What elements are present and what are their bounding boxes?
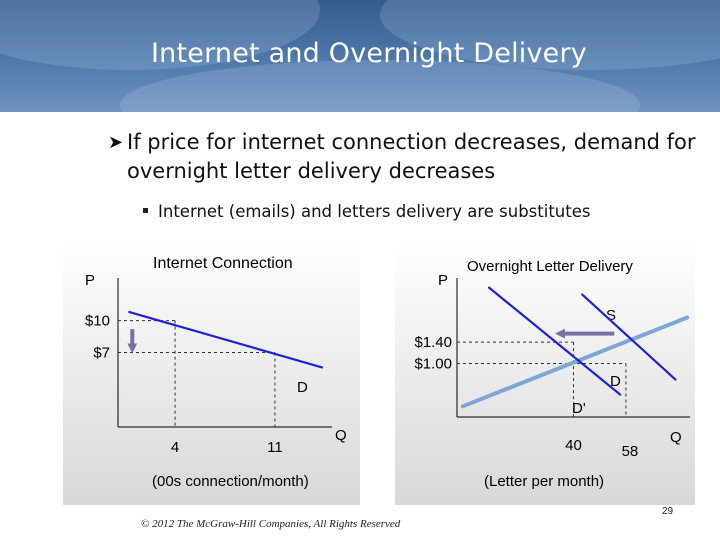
y-tick-label: $10 [85,313,110,330]
series-label: D [610,373,621,390]
series-line-d [581,293,677,381]
y-tick-label: $1.00 [414,356,452,373]
title-banner: Internet and Overnight Delivery [0,0,720,112]
series-label: S [606,307,616,324]
y-tick-label: $1.40 [414,334,452,351]
y-axis-label: P [438,272,448,289]
sub-bullet: Internet (emails) and letters delivery a… [143,202,590,221]
series-label: D' [572,400,586,417]
x-axis-name: Q [670,429,682,446]
series-line-d [128,310,324,369]
y-tick-label: $7 [93,345,110,362]
x-tick-label: 4 [171,439,179,456]
chart-panel-left [63,243,360,505]
main-bullet-text: If price for internet connection decreas… [127,130,696,183]
x-tick-label: 11 [267,439,283,456]
square-bullet-icon [143,208,148,213]
series-line-s [460,315,690,409]
chart-title: Overnight Letter Delivery [467,258,633,275]
x-axis-name: Q [335,427,347,444]
chart-overnight-letter: Overnight Letter Delivery P Q (Letter per m… [414,258,690,490]
y-axis-label: P [85,272,95,289]
x-tick-label: 40 [565,437,582,454]
series-label: D [297,379,308,396]
chart-internet-connection: Internet Connection P Q (00s connection/mon… [85,255,347,490]
series-line-dprime [487,286,622,396]
arrow-bullet-icon: ➤ [108,132,124,153]
sub-bullet-text: Internet (emails) and letters delivery a… [158,202,591,221]
x-tick-label: 58 [622,443,639,460]
slide-title: Internet and Overnight Delivery [151,38,587,69]
main-bullet: ➤ If price for internet connection decre… [108,128,708,186]
x-axis-label: (Letter per month) [484,473,604,490]
page-number: 29 [662,506,674,517]
chart-title: Internet Connection [153,255,293,272]
footer-copyright: © 2012 The McGraw-Hill Companies, All Ri… [141,518,401,530]
x-axis-label: (00s connection/month) [152,473,309,490]
